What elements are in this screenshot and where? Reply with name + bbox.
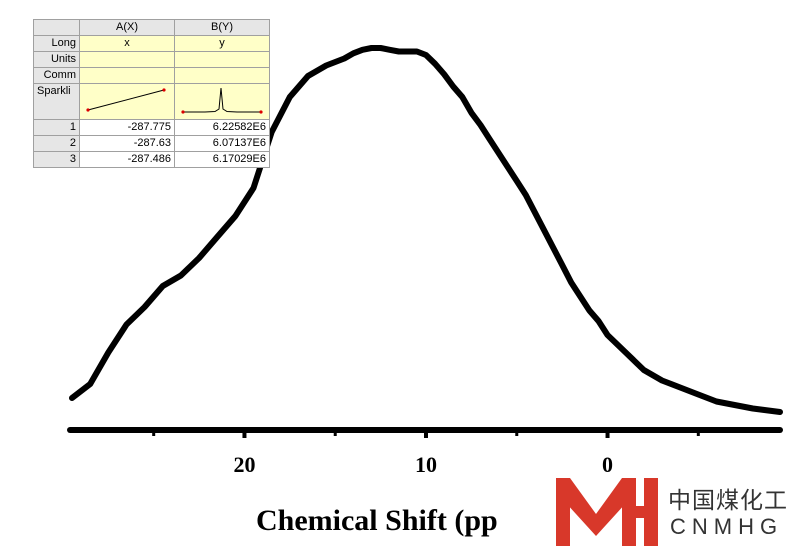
cell-b[interactable]: 6.07137E6 (174, 135, 270, 152)
row-index[interactable]: 2 (33, 135, 80, 152)
sparkline-a[interactable] (79, 83, 175, 120)
column-header-a[interactable]: A(X) (79, 19, 175, 36)
x-axis-tick-labels: 20 10 0 (233, 452, 613, 477)
long-name-b[interactable]: y (174, 35, 270, 52)
column-header-b[interactable]: B(Y) (174, 19, 270, 36)
meta-row-long: Long x y (33, 35, 270, 52)
logo-chinese-text: 中国煤化工 (668, 488, 788, 514)
comments-a[interactable] (79, 67, 175, 84)
table-row: 3 -287.486 6.17029E6 (33, 151, 270, 168)
cell-a[interactable]: -287.775 (79, 119, 175, 136)
meta-row-sparkline: Sparkli (33, 83, 270, 120)
comments-b[interactable] (174, 67, 270, 84)
sheet-corner (33, 19, 80, 36)
units-a[interactable] (79, 51, 175, 68)
x-tick-label: 10 (415, 452, 437, 477)
row-label-units: Units (33, 51, 80, 68)
watermark-logo: 中国煤化工 CNMHG (556, 474, 801, 552)
x-tick-label: 0 (602, 452, 613, 477)
x-axis-title: Chemical Shift (pp (256, 504, 498, 537)
logo-english-text: CNMHG (670, 514, 784, 539)
table-row: 2 -287.63 6.07137E6 (33, 135, 270, 152)
row-label-sparkline: Sparkli (33, 83, 80, 120)
row-label-long: Long (33, 35, 80, 52)
spectrum-series (69, 45, 783, 415)
sparkline-b-graphic (181, 87, 263, 114)
cell-a[interactable]: -287.63 (79, 135, 175, 152)
series-line-0 (69, 45, 783, 415)
row-index[interactable]: 1 (33, 119, 80, 136)
row-index[interactable]: 3 (33, 151, 80, 168)
logo-mark (556, 478, 658, 546)
worksheet-overlay: A(X) B(Y) Long x y Units Comm Sparkli (33, 19, 270, 168)
units-b[interactable] (174, 51, 270, 68)
table-row: 1 -287.775 6.22582E6 (33, 119, 270, 136)
sparkline-a-graphic (86, 88, 166, 112)
sparkline-b[interactable] (174, 83, 270, 120)
sheet-header-row: A(X) B(Y) (33, 19, 270, 36)
meta-row-comments: Comm (33, 67, 270, 84)
long-name-a[interactable]: x (79, 35, 175, 52)
x-tick-label: 20 (233, 452, 255, 477)
meta-row-units: Units (33, 51, 270, 68)
row-label-comments: Comm (33, 67, 80, 84)
x-axis-ticks (152, 430, 700, 438)
cell-a[interactable]: -287.486 (79, 151, 175, 168)
cell-b[interactable]: 6.17029E6 (174, 151, 270, 168)
cell-b[interactable]: 6.22582E6 (174, 119, 270, 136)
